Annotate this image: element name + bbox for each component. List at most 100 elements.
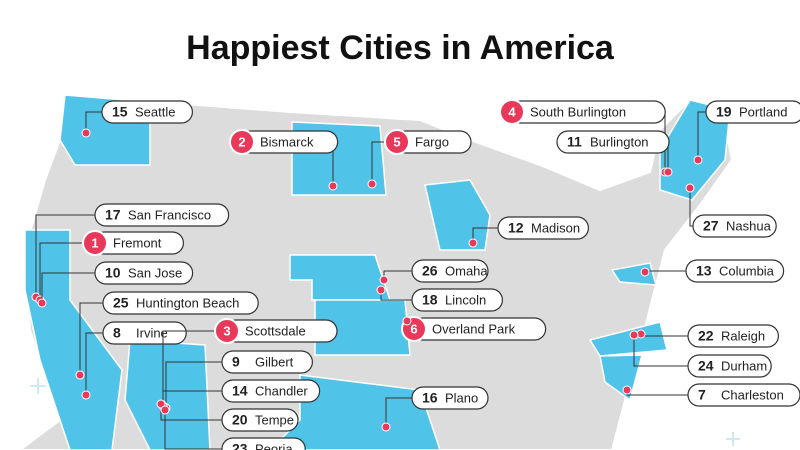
rank: 5 (393, 134, 400, 149)
rank: 22 (698, 328, 714, 344)
rank: 9 (232, 354, 240, 370)
rank-badge (229, 129, 255, 155)
leader-line (165, 361, 222, 408)
label-pill (692, 214, 777, 238)
map (18, 93, 740, 450)
leader-line (164, 410, 222, 450)
city-label: 9 Gilbert (161, 350, 314, 413)
city-name: Irvine (136, 325, 168, 340)
label-pill (411, 386, 489, 410)
city-name: Tempe (255, 412, 294, 427)
leader-line (79, 302, 103, 375)
rank: 18 (422, 292, 438, 308)
city-name: Charleston (721, 387, 784, 402)
leader-line (162, 330, 225, 405)
city-name: San Jose (128, 265, 182, 280)
label-pill (221, 379, 321, 403)
city-dot (81, 390, 91, 400)
rank: 2 (238, 134, 245, 149)
highlighted-states (24, 94, 731, 450)
rank: 10 (105, 265, 121, 281)
city-name: Huntington Beach (136, 295, 239, 310)
title: Happiest Cities in America (186, 29, 615, 67)
city-name: Columbia (719, 263, 775, 278)
city-label: 13 Columbia (640, 259, 785, 283)
city-dot (81, 128, 91, 138)
rank: 20 (232, 412, 248, 428)
label-pill (94, 261, 194, 285)
label-pill (687, 324, 780, 348)
rank: 19 (716, 104, 732, 120)
city-name: Lincoln (445, 292, 486, 307)
city-label: 5 Fargo (367, 129, 472, 189)
city-label: 16 Plano (381, 386, 489, 432)
city-label: 14 Chandler (158, 379, 321, 411)
city-label: 6 Overland Park (401, 316, 547, 342)
label-pill (556, 130, 670, 154)
city-name: Nashua (726, 218, 772, 233)
city-label: 4 South Burlington (499, 99, 670, 177)
city-label: 17 San Francisco (31, 203, 230, 302)
rank: 14 (232, 383, 248, 399)
label-pill (221, 437, 306, 450)
city-name: Chandler (255, 383, 308, 398)
rank: 3 (223, 323, 230, 338)
rank: 8 (113, 325, 121, 341)
city-name: Peoria (255, 441, 293, 450)
rank: 4 (508, 104, 516, 119)
rank: 24 (698, 358, 714, 374)
city-label: 12 Madison (468, 216, 590, 248)
rank: 25 (113, 295, 129, 311)
label-pill (221, 408, 299, 432)
city-name: Fremont (113, 235, 162, 250)
rank: 15 (112, 104, 128, 120)
rank: 7 (698, 387, 706, 403)
city-dot (37, 298, 47, 308)
city-label: 2 Bismarck (229, 129, 339, 191)
city-dot (381, 422, 391, 432)
city-name: Bismarck (260, 134, 314, 149)
rank: 13 (696, 263, 712, 279)
city-label: 18 Lincoln (376, 285, 504, 312)
city-label: 24 Durham (629, 330, 772, 378)
city-label: 8 Irvine (81, 321, 187, 400)
city-label: 26 Omaha (379, 259, 489, 285)
city-dot (663, 167, 673, 177)
rank: 23 (232, 441, 248, 450)
leader-line (626, 390, 688, 396)
city-labels: 15 Seattle 2 Bismarck 5 Fargo 4 South Burlingto… (31, 99, 800, 450)
leader-line (85, 111, 102, 133)
city-dot (622, 385, 632, 395)
leader-line (41, 272, 95, 303)
city-name: Fargo (415, 134, 449, 149)
label-pill (687, 383, 800, 407)
city-dot (640, 267, 650, 277)
label-pill (101, 100, 194, 124)
city-name: Seattle (135, 104, 175, 119)
label-pill (102, 321, 187, 345)
city-dot (629, 330, 639, 340)
city-name: Plano (445, 390, 478, 405)
city-name: Omaha (445, 263, 488, 278)
city-dot (328, 181, 338, 191)
label-pill (705, 100, 800, 124)
city-dot (376, 285, 386, 295)
city-dot (402, 316, 412, 326)
city-label: 10 San Jose (37, 261, 194, 308)
rank: 1 (91, 235, 98, 250)
city-label: 7 Charleston (622, 383, 800, 407)
rank-badge (384, 129, 410, 155)
leader-line (39, 242, 93, 300)
label-pill (411, 259, 489, 283)
city-name: Burlington (590, 134, 649, 149)
rank-badge (499, 99, 525, 125)
leader-line (697, 111, 706, 160)
city-dot (693, 155, 703, 165)
city-label: 3 Scottsdale (158, 318, 338, 410)
rank: 26 (422, 263, 438, 279)
city-name: Portland (739, 104, 787, 119)
label-pill (94, 203, 230, 227)
rank: 16 (422, 390, 438, 406)
label-pill (687, 354, 772, 378)
